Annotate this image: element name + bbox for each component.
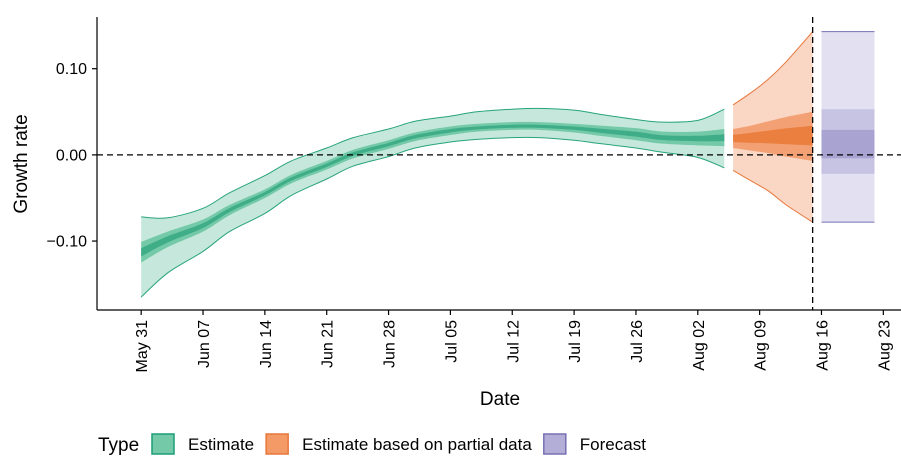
band-upper-edge <box>732 31 814 106</box>
legend-item-estimate-based-on-partial-data: Estimate based on partial data <box>265 433 532 455</box>
legend-label: Forecast <box>580 435 646 454</box>
x-tick-label: Jun 07 <box>196 320 213 368</box>
tick-layer: −0.10 0.00 0.10 May 31 Jun 07 Jun 14 Jun 21 Jun… <box>47 61 894 372</box>
y-axis-title: Growth rate <box>11 114 32 213</box>
legend-item-forecast: Forecast <box>543 433 646 455</box>
x-tick-label: Jul 19 <box>567 320 584 363</box>
y-tick-label: 0.00 <box>56 147 87 164</box>
legend: Type Estimate Estimate based on partial d… <box>98 433 646 456</box>
series-forecast <box>821 31 875 223</box>
legend-swatch <box>151 433 175 455</box>
legend-label: Estimate based on partial data <box>302 435 532 454</box>
x-tick-label: Jul 05 <box>443 320 460 363</box>
x-axis-title: Date <box>480 389 520 410</box>
x-tick-label: Jun 14 <box>258 320 275 368</box>
x-tick-label: Aug 16 <box>814 320 831 371</box>
series-estimate <box>140 107 725 298</box>
series-estimate-based-on-partial-data <box>732 31 814 223</box>
band-lower-edge <box>732 169 813 223</box>
band-inner <box>141 124 725 257</box>
legend-label: Estimate <box>188 435 254 454</box>
legend-swatch <box>265 433 289 455</box>
legend-swatch <box>543 433 567 455</box>
reference-lines <box>97 17 901 310</box>
x-tick-label: Aug 02 <box>691 320 708 371</box>
x-tick-label: Jun 21 <box>320 320 337 368</box>
forecast-band-50 <box>821 129 875 159</box>
axes <box>96 17 901 311</box>
x-tick-label: Jul 12 <box>505 320 522 363</box>
y-tick-label: −0.10 <box>47 234 88 251</box>
y-tick-label: 0.10 <box>56 61 87 78</box>
x-tick-label: May 31 <box>134 320 151 373</box>
x-tick-label: Jul 26 <box>629 320 646 363</box>
band-90 <box>141 108 725 298</box>
band-inner <box>733 125 813 146</box>
x-tick-label: Aug 23 <box>876 320 893 371</box>
band-lower-edge <box>140 136 725 298</box>
band-layer <box>140 31 875 298</box>
legend-title: Type <box>98 435 139 456</box>
band-upper-edge <box>141 107 725 219</box>
x-tick-label: Aug 09 <box>753 320 770 371</box>
x-tick-label: Jun 28 <box>382 320 399 368</box>
legend-item-estimate: Estimate <box>151 433 254 455</box>
